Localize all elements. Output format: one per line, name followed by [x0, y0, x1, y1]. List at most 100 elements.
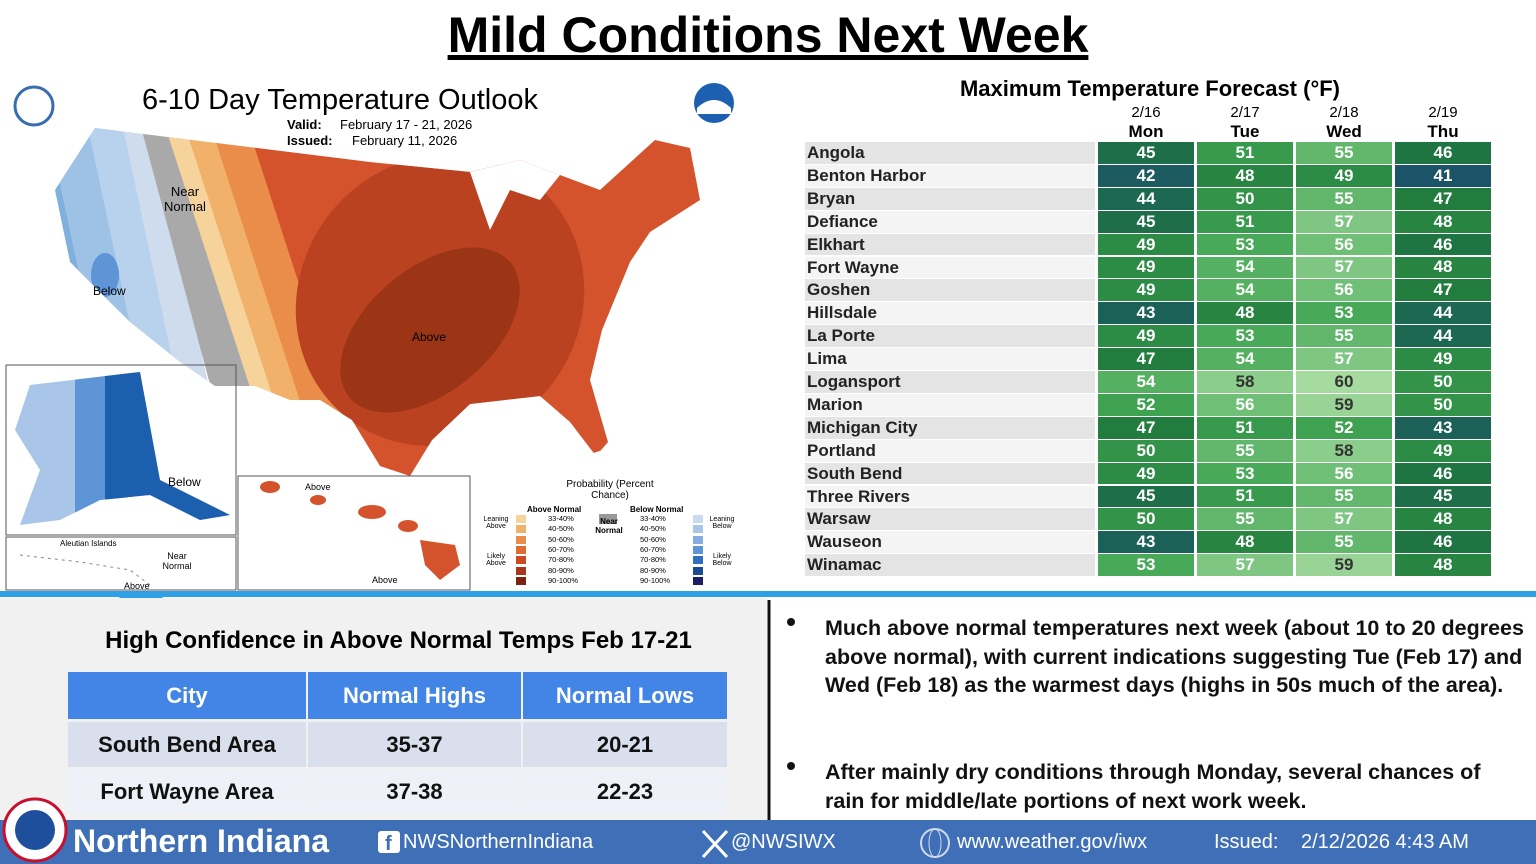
legend-range: 50-60%	[548, 534, 574, 544]
row-band	[805, 348, 1095, 370]
column-date: 2/19	[1428, 104, 1458, 121]
footer-issued-label: Issued:	[1214, 831, 1279, 853]
table-cell: 35-37	[308, 722, 521, 767]
row-band	[805, 210, 1095, 233]
legend-swatch	[693, 515, 703, 523]
row-band	[805, 393, 1095, 416]
table-header: City	[68, 672, 306, 719]
legend-range: 90-100%	[640, 575, 671, 585]
temp-cell: 50	[1395, 371, 1491, 393]
legend-range: 90-100%	[548, 575, 579, 585]
temp-cell: 55	[1296, 325, 1392, 348]
temp-cell: 57	[1296, 508, 1392, 531]
temp-cell: 55	[1197, 439, 1293, 462]
row-band	[805, 554, 1095, 577]
bullet-text: Much above normal temperatures next week…	[825, 616, 1524, 698]
legend-range: 60-70%	[640, 544, 666, 554]
map-label: Above	[372, 575, 398, 585]
row-band	[805, 187, 1095, 210]
row-band	[805, 256, 1095, 279]
temp-cell: 53	[1197, 462, 1293, 485]
legend-swatch	[516, 576, 526, 585]
map-label: Above	[124, 581, 150, 591]
issued-label: Issued:	[287, 133, 333, 148]
city-name: Angola	[807, 143, 865, 162]
temp-cell: 56	[1197, 393, 1293, 416]
temp-cell: 48	[1197, 164, 1293, 187]
temp-cell: 47	[1098, 348, 1194, 370]
bullet-dot	[787, 762, 795, 770]
city-name: Portland	[807, 440, 876, 460]
temp-cell: 51	[1197, 210, 1293, 233]
row-band	[805, 462, 1095, 485]
temp-cell: 48	[1197, 302, 1293, 325]
valid-dates: February 17 - 21, 2026	[340, 117, 473, 132]
table-cell: 37-38	[308, 769, 521, 814]
legend-swatch	[516, 535, 526, 544]
city-name: Lima	[807, 349, 847, 369]
temp-cell: 46	[1395, 142, 1491, 164]
temp-cell: 50	[1395, 393, 1491, 416]
temp-cell: 49	[1098, 233, 1194, 256]
slide-title: Mild Conditions Next Week	[447, 7, 1089, 63]
city-name: Goshen	[807, 280, 871, 300]
temp-cell: 57	[1296, 256, 1392, 279]
temp-cell: 45	[1098, 210, 1194, 233]
temp-cell: 45	[1098, 142, 1194, 164]
footer-twitter: @NWSIWX	[731, 831, 836, 853]
footer-issued: 2/12/2026 4:43 AM	[1301, 831, 1469, 853]
legend-swatch	[693, 525, 703, 534]
row-band	[805, 142, 1095, 164]
legend-range: 80-90%	[640, 565, 666, 575]
city-name: Defiance	[807, 211, 878, 231]
temp-cell: 55	[1296, 485, 1392, 508]
valid-label: Valid:	[287, 117, 322, 132]
temp-cell: 55	[1296, 187, 1392, 210]
legend-swatch	[693, 545, 703, 554]
map-label: Above	[305, 482, 331, 492]
hawaii-inset	[237, 475, 471, 591]
map-label: Aleutian Islands	[60, 539, 117, 548]
legend-swatch	[516, 525, 526, 534]
temp-cell: 45	[1395, 485, 1491, 508]
column-day: Thu	[1427, 122, 1459, 141]
temp-cell: 60	[1296, 371, 1392, 393]
row-band	[805, 164, 1095, 187]
temp-cell: 53	[1098, 554, 1194, 577]
temp-cell: 57	[1296, 348, 1392, 370]
temp-cell: 43	[1098, 302, 1194, 325]
table-cell: 20-21	[523, 722, 727, 767]
svg-text:f: f	[385, 833, 392, 855]
temp-cell: 54	[1197, 348, 1293, 370]
temp-cell: 49	[1098, 462, 1194, 485]
legend-swatch	[693, 535, 703, 544]
temp-cell: 58	[1197, 371, 1293, 393]
map-label: Below	[93, 284, 126, 298]
temp-cell: 56	[1296, 462, 1392, 485]
column-date: 2/16	[1131, 104, 1161, 121]
temp-cell: 55	[1296, 142, 1392, 164]
legend-swatch	[693, 576, 703, 585]
table-cell: Fort Wayne Area	[68, 769, 306, 814]
city-name: Winamac	[807, 555, 882, 575]
temp-cell: 42	[1098, 164, 1194, 187]
legend-leaning-above: Leaning Above	[483, 516, 509, 530]
legend-range: 33-40%	[640, 514, 666, 523]
bullet-text: After mainly dry conditions through Mond…	[825, 760, 1481, 813]
temp-cell: 47	[1395, 187, 1491, 210]
legend-range: 70-80%	[640, 555, 666, 565]
temp-cell: 59	[1296, 393, 1392, 416]
city-name: Benton Harbor	[807, 165, 926, 185]
temp-cell: 54	[1098, 371, 1194, 393]
row-band	[805, 279, 1095, 302]
temp-cell: 46	[1395, 462, 1491, 485]
legend-swatch	[693, 566, 703, 575]
temp-cell: 44	[1098, 187, 1194, 210]
legend-leaning-below: Leaning Below	[709, 516, 735, 530]
temp-cell: 50	[1197, 187, 1293, 210]
temp-cell: 56	[1296, 233, 1392, 256]
temp-cell: 44	[1395, 325, 1491, 348]
column-date: 2/17	[1230, 104, 1260, 121]
temp-cell: 50	[1098, 508, 1194, 531]
legend-above: Above Normal	[527, 505, 582, 514]
